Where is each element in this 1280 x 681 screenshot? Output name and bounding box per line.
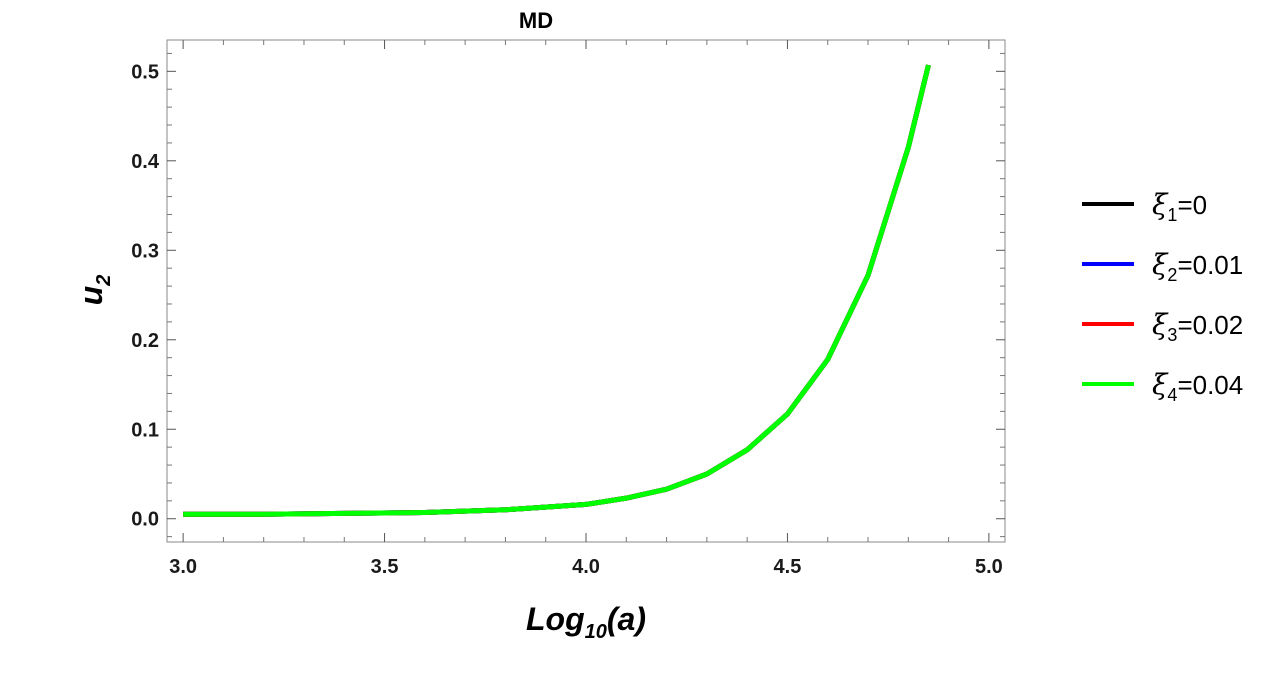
y-tick-label: 0.4: [131, 151, 160, 173]
x-axis-label-rest: (a): [607, 601, 646, 637]
x-tick-label: 3.0: [169, 556, 197, 578]
x-axis-label-base: Log: [526, 601, 585, 637]
series-lines: [183, 64, 931, 517]
legend-label-3: ξ3=0.02: [1152, 308, 1243, 345]
legend-label-4: ξ4=0.04: [1152, 368, 1243, 405]
axis-ticks: [167, 40, 1005, 542]
y-tick-label: 0.2: [131, 330, 159, 352]
y-tick-label: 0.5: [131, 61, 159, 83]
y-tick-label: 0.3: [131, 240, 159, 262]
tick-labels: 3.0 3.5 4.0 4.5 5.0 0.0 0.1 0.2 0.3 0.4 0.5: [131, 61, 1003, 578]
series-line-3: [183, 64, 931, 517]
plot-frame: [166, 39, 1006, 543]
x-tick-label: 5.0: [975, 556, 1003, 578]
y-tick-label: 0.0: [131, 509, 159, 531]
chart-title: MD: [519, 8, 553, 33]
x-axis-label-sub: 10: [585, 621, 607, 643]
series-line-2: [183, 64, 931, 517]
legend-label-1: ξ1=0: [1152, 188, 1207, 225]
x-tick-label: 3.5: [371, 556, 399, 578]
x-tick-label: 4.5: [774, 556, 802, 578]
y-axis-label-base: u: [73, 286, 109, 306]
legend: ξ1=0 ξ2=0.01 ξ3=0.02 ξ4=0.04: [1082, 188, 1243, 405]
x-axis-label: Log10(a): [526, 601, 646, 643]
y-tick-label: 0.1: [131, 419, 159, 441]
y-axis-label-sub: 2: [93, 275, 115, 287]
legend-label-2: ξ2=0.01: [1152, 248, 1243, 285]
x-tick-label: 4.0: [572, 556, 600, 578]
series-line-1: [183, 64, 931, 517]
series-line-4: [183, 64, 931, 517]
y-axis-label: u2: [73, 275, 115, 306]
